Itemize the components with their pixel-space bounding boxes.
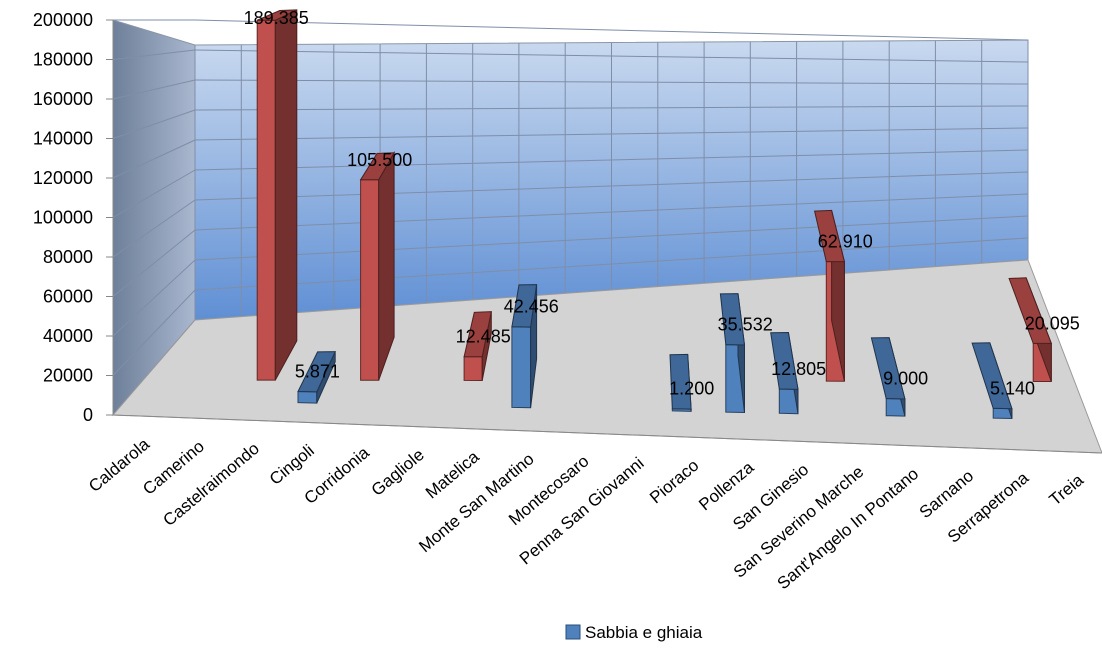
legend: Sabbia e ghiaia xyxy=(565,623,703,642)
y-tick-label: 180000 xyxy=(33,50,93,70)
gridline-side xyxy=(112,289,196,376)
x-tick-label: Castelraimondo xyxy=(160,439,263,530)
gridline-side xyxy=(112,49,196,60)
y-tick-label: 120000 xyxy=(33,168,93,188)
gridline-side xyxy=(112,199,196,258)
bar xyxy=(511,284,538,409)
x-tick-label: Cingoli xyxy=(266,441,318,489)
bar-front-face xyxy=(256,19,276,381)
data-label: 9.000 xyxy=(883,369,928,389)
y-tick-label: 60000 xyxy=(43,287,93,307)
bar-top-face xyxy=(511,284,538,328)
y-tick-label: 140000 xyxy=(33,129,93,149)
bar-front-face xyxy=(297,390,318,404)
x-tick-label: Treia xyxy=(1046,470,1088,509)
x-tick-label: Gagliole xyxy=(368,445,428,500)
data-label: 12.805 xyxy=(771,359,826,379)
bar xyxy=(359,150,395,381)
bar-top-face xyxy=(297,351,336,393)
bar-front-face xyxy=(360,179,380,381)
gridline-side xyxy=(112,79,196,100)
bar xyxy=(719,293,746,414)
bar-top-face xyxy=(870,337,906,400)
y-tick-label: 20000 xyxy=(43,366,93,386)
bar-front-face xyxy=(463,356,483,382)
data-label: 20.095 xyxy=(1025,313,1080,333)
bar xyxy=(971,342,1013,420)
bar xyxy=(463,311,492,382)
y-tick-label: 100000 xyxy=(33,208,93,228)
data-label: 12.485 xyxy=(456,327,511,347)
bar-top-face xyxy=(359,152,395,181)
data-label: 42.456 xyxy=(504,297,559,317)
bar-top-face xyxy=(719,293,746,346)
data-label: 189.385 xyxy=(244,8,309,28)
bar xyxy=(297,351,336,404)
y-tick-label: 40000 xyxy=(43,326,93,346)
y-tick-label: 200000 xyxy=(33,10,93,30)
data-label: 105.500 xyxy=(347,150,412,170)
data-label: 1.200 xyxy=(669,379,714,399)
y-axis: 0 20000 40000 60000 80000 100000 120000 140000 1… xyxy=(33,10,114,425)
bar-top-face xyxy=(770,331,799,390)
data-label: 5.871 xyxy=(295,362,340,382)
x-axis-line xyxy=(112,414,1102,454)
gridlines xyxy=(112,19,1029,416)
gridline-side xyxy=(112,229,196,297)
y-tick-label: 0 xyxy=(83,405,93,425)
gridline-side xyxy=(112,109,196,139)
bar xyxy=(1008,277,1053,382)
bar xyxy=(770,331,799,415)
bar xyxy=(870,337,906,417)
data-label: 62.910 xyxy=(818,232,873,252)
data-labels: 189.385 5.871 105.500 12.485 42.456 1.200 35.5… xyxy=(244,8,1080,399)
data-label: 5.140 xyxy=(990,378,1035,398)
data-label: 35.532 xyxy=(718,315,773,335)
bar-top-face xyxy=(971,342,1013,410)
gridline-side xyxy=(112,139,196,179)
bar xyxy=(256,9,298,381)
bar-top-face xyxy=(669,353,692,410)
legend-swatch xyxy=(565,624,581,640)
bar xyxy=(669,353,692,412)
y-tick-label: 80000 xyxy=(43,247,93,267)
bar-side-face xyxy=(274,9,298,381)
bar-top-face xyxy=(463,311,492,358)
gridline-back xyxy=(194,19,1029,41)
y-tick-label: 160000 xyxy=(33,89,93,109)
gridline-side xyxy=(112,169,196,218)
bar-top-face xyxy=(1008,277,1053,344)
legend-label: Sabbia e ghiaia xyxy=(585,623,703,642)
gridline-side xyxy=(112,259,196,337)
bar-front-face xyxy=(511,326,532,409)
bar-top-face xyxy=(257,9,298,21)
bar xyxy=(813,209,846,382)
bars xyxy=(256,9,1053,420)
bar-top-face xyxy=(813,209,846,263)
